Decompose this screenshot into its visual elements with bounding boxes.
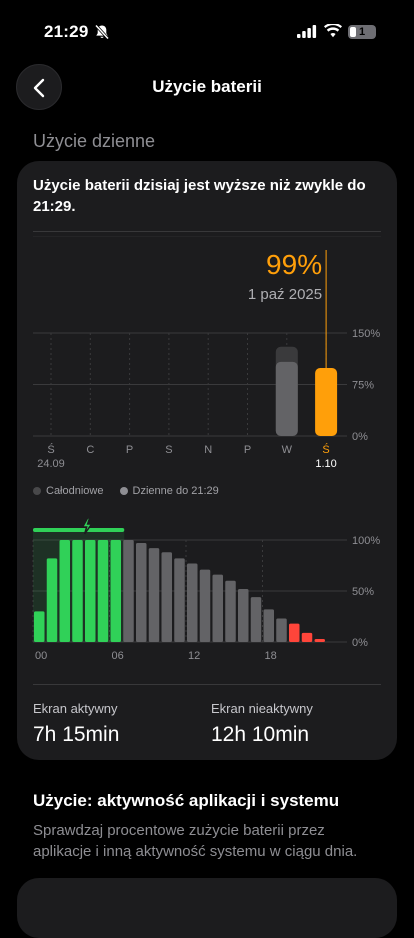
stat-label: Ekran nieaktywny — [211, 701, 313, 716]
status-time: 21:29 — [44, 22, 89, 41]
bar-charging — [85, 540, 96, 642]
divider — [33, 684, 381, 685]
x-tick-label: C — [86, 444, 94, 456]
bar-level — [136, 543, 147, 642]
usage-section-title: Użycie: aktywność aplikacji i systemu — [33, 791, 340, 810]
x-tick-label: 18 — [265, 650, 277, 662]
battery-icon: 1 — [348, 25, 376, 39]
bar-charging — [110, 540, 121, 642]
x-tick-sublabel: 1.10 — [315, 458, 336, 470]
divider — [33, 231, 381, 232]
x-tick-label: 12 — [188, 650, 200, 662]
daily-usage-chart[interactable]: 150% 75% 0% Ś 24.09 C P S N P W Ś 1.10 99% 1 paź 2025 — [17, 236, 397, 476]
x-tick-label: Ś — [322, 443, 329, 456]
nav-bar: Użycie baterii — [0, 64, 414, 112]
bar-level — [123, 540, 134, 642]
bolt-icon — [81, 517, 94, 535]
bar-charging — [46, 558, 58, 642]
bar-to-time — [275, 361, 298, 436]
back-button[interactable] — [16, 64, 62, 110]
stat-screen-on: Ekran aktywny 7h 15min — [33, 701, 119, 747]
bar-level — [225, 580, 236, 642]
stat-value: 12h 10min — [211, 723, 310, 746]
x-tick-label: W — [282, 444, 293, 456]
y-tick-label: 100% — [352, 535, 380, 547]
x-tick-label: N — [204, 444, 212, 456]
chevron-left-icon — [33, 78, 45, 98]
legend-dot-to-time — [119, 487, 128, 496]
bar-low — [301, 632, 313, 642]
y-tick-label: 75% — [352, 380, 374, 392]
bell-slash-icon — [94, 24, 110, 40]
charging-indicator — [33, 528, 125, 532]
page-title: Użycie baterii — [152, 77, 262, 96]
bar-low — [314, 638, 325, 642]
wifi-icon — [324, 24, 342, 38]
x-tick-label: P — [126, 444, 133, 456]
bar-level — [199, 569, 211, 642]
app-usage-card[interactable] — [17, 878, 397, 938]
x-tick-label: P — [244, 444, 251, 456]
x-tick-label: S — [165, 444, 172, 456]
bar-level — [212, 574, 223, 642]
signal-icon — [297, 25, 317, 38]
bar-today — [315, 368, 338, 436]
bar-level — [263, 609, 274, 642]
bar-level — [161, 552, 172, 642]
highlight-date: 1 paź 2025 — [248, 286, 322, 303]
bar-charging — [34, 611, 45, 642]
highlight-value: 99% — [266, 249, 322, 280]
usage-section-description: Sprawdzaj procentowe zużycie baterii prz… — [33, 822, 358, 860]
legend-dot-full-day — [33, 487, 41, 496]
x-tick-label: 06 — [112, 650, 124, 662]
x-tick-label: 00 — [35, 650, 47, 662]
legend-label-full-day: Całodniowe — [46, 485, 104, 498]
y-tick-label: 50% — [352, 586, 374, 598]
y-tick-label: 0% — [352, 637, 368, 649]
bar-charging — [72, 540, 83, 642]
bar-level — [148, 548, 160, 642]
usage-message: Użycie baterii dzisiaj jest wyższe niż z… — [33, 177, 366, 215]
bar-charging — [59, 540, 70, 642]
bar-charging — [97, 540, 109, 642]
x-tick-sublabel: 24.09 — [37, 458, 65, 470]
y-tick-label: 150% — [352, 328, 380, 340]
section-title: Użycie dzienne — [33, 131, 156, 151]
stat-screen-off: Ekran nieaktywny 12h 10min — [211, 701, 313, 747]
bar-level — [187, 563, 198, 642]
stat-label: Ekran aktywny — [33, 701, 118, 716]
bar-level — [250, 597, 262, 642]
battery-level: 1 — [358, 26, 366, 38]
stat-value: 7h 15min — [33, 723, 120, 746]
battery-usage-card: Użycie baterii dzisiaj jest wyższe niż z… — [17, 161, 397, 760]
bar-level — [238, 588, 249, 642]
legend-label-to-time: Dzienne do 21:29 — [132, 485, 219, 498]
bar-low — [289, 623, 300, 642]
status-bar: 21:29 1 — [0, 0, 414, 60]
chart-legend: Całodniowe Dzienne do 21:29 — [33, 485, 219, 503]
bar-level — [276, 618, 287, 642]
y-tick-label: 0% — [352, 431, 368, 443]
x-tick-label: Ś — [47, 443, 54, 456]
bar-level — [174, 558, 185, 642]
battery-level-chart[interactable]: 100% 50% 0% 00 06 12 18 — [17, 506, 397, 666]
